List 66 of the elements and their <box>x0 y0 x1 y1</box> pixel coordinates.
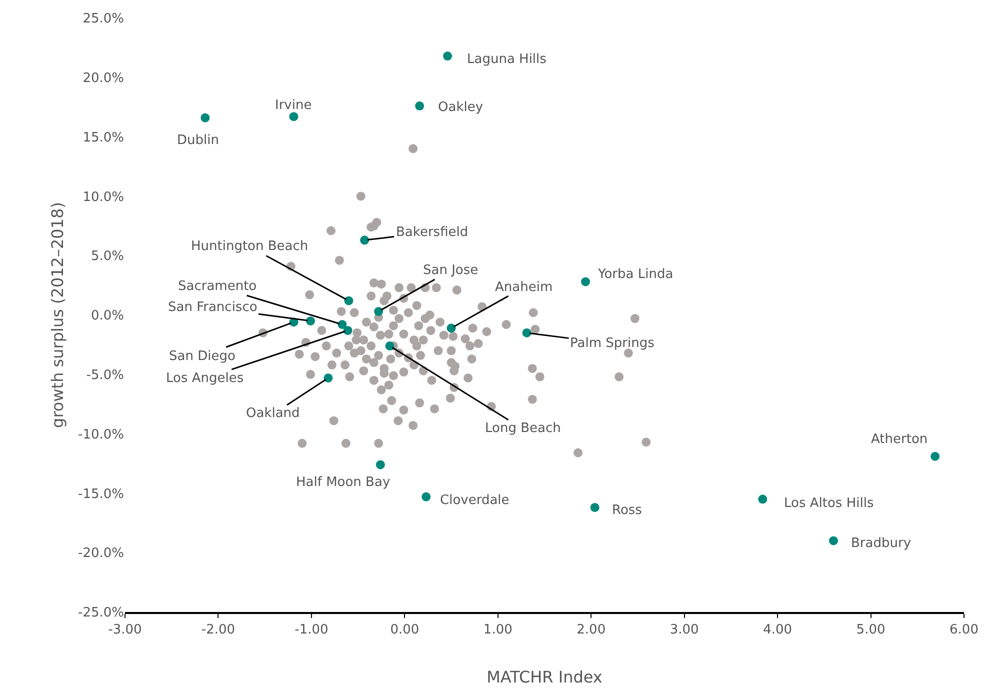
annotation: Huntington Beach <box>191 239 308 254</box>
y-tick-label: 20.0% <box>82 70 124 86</box>
annotation: Bakersfield <box>396 225 468 240</box>
annotation: Laguna Hills <box>467 52 547 67</box>
y-tick-label: -20.0% <box>78 546 124 562</box>
x-tick-label: 4.00 <box>763 622 792 638</box>
annotation: Ross <box>612 503 642 518</box>
x-axis-title: MATCHR Index <box>486 668 602 687</box>
annotation: Long Beach <box>485 421 561 436</box>
point <box>443 52 452 61</box>
point <box>306 316 316 326</box>
point <box>343 326 352 335</box>
annotation: Cloverdale <box>440 493 510 508</box>
point <box>200 113 210 122</box>
x-tick-label: 1.00 <box>483 622 512 638</box>
y-tick-label: -5.0% <box>86 368 124 383</box>
point <box>581 277 590 286</box>
x-tick-label: -3.00 <box>108 622 142 638</box>
annotation: Bradbury <box>851 536 912 551</box>
point <box>415 101 424 110</box>
x-tick-label: -2.00 <box>201 622 236 638</box>
annotation: Oakley <box>438 100 484 115</box>
y-axis-title: growth surplus (2012–2018) <box>48 202 67 428</box>
annotation: Anaheim <box>495 280 553 295</box>
point <box>590 502 600 512</box>
y-tick-label: 0.0% <box>90 308 124 324</box>
annotation: Half Moon Bay <box>296 475 390 490</box>
point <box>758 494 768 504</box>
x-tick-label: -1.00 <box>294 622 328 638</box>
annotation: Dublin <box>177 133 219 148</box>
point <box>376 460 385 470</box>
point <box>324 373 333 382</box>
annotation: Los Angeles <box>166 371 244 386</box>
annotation: Palm Springs <box>570 336 655 351</box>
annotation: Sacramento <box>178 279 257 294</box>
point <box>422 492 431 502</box>
x-tick-label: 5.00 <box>856 622 886 638</box>
annotation: San Diego <box>169 349 236 364</box>
point <box>338 320 347 329</box>
x-tick-label: 0.00 <box>390 622 420 638</box>
annotation: San Francisco <box>168 300 258 315</box>
y-tick-label: 10.0% <box>82 190 124 205</box>
point <box>522 328 532 338</box>
point <box>374 306 384 316</box>
annotation: Los Altos Hills <box>784 496 874 511</box>
point <box>344 296 354 306</box>
y-tick-label: 5.0% <box>90 249 124 264</box>
y-tick-label: 15.0% <box>82 130 124 146</box>
annotation: Oakland <box>246 406 300 421</box>
annotation: San Jose <box>423 263 478 278</box>
annotation: Irvine <box>275 98 312 113</box>
annotation: Yorba Linda <box>597 267 674 282</box>
y-tick-label: -25.0% <box>78 606 124 621</box>
point <box>385 341 394 350</box>
x-tick-label: 6.00 <box>950 622 978 638</box>
y-tick-label: -15.0% <box>78 486 124 502</box>
x-tick-label: 3.00 <box>670 622 699 638</box>
point <box>289 112 298 122</box>
y-tick-label: -10.0% <box>78 427 124 442</box>
x-tick-label: 2.00 <box>576 622 606 638</box>
point <box>930 452 940 461</box>
point <box>446 324 456 333</box>
y-tick-label: 25.0% <box>82 12 124 27</box>
point <box>828 536 838 546</box>
annotation: Atherton <box>871 432 928 447</box>
point <box>360 236 370 245</box>
